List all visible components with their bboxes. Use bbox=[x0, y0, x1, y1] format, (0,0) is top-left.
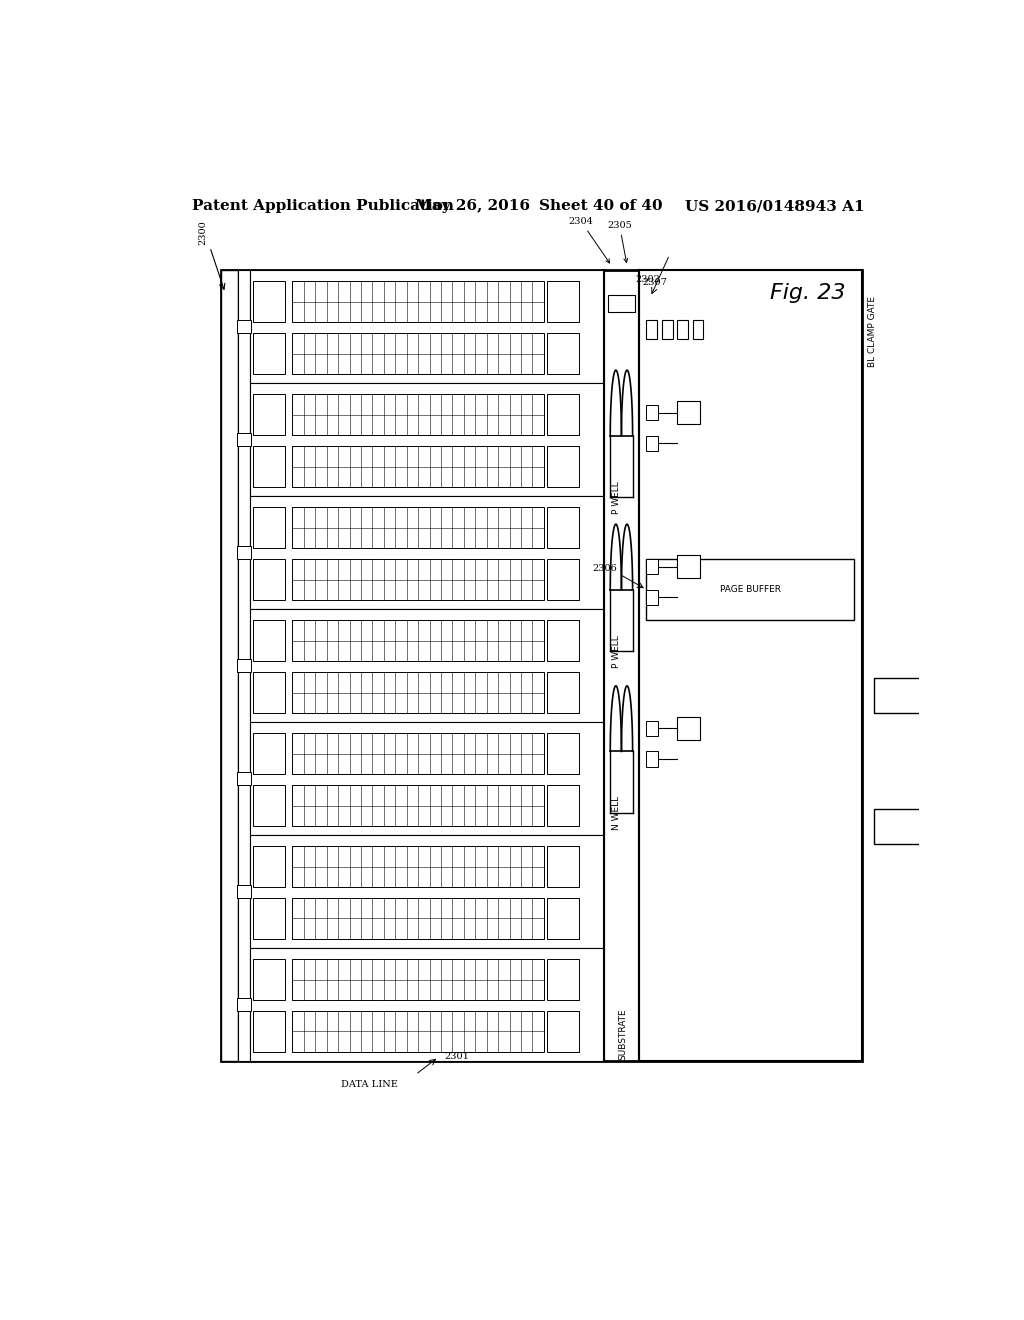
Bar bbox=[548, 672, 580, 713]
Bar bbox=[646, 558, 854, 620]
Bar bbox=[646, 321, 657, 339]
Bar bbox=[237, 884, 251, 898]
Bar bbox=[646, 590, 658, 605]
Bar bbox=[548, 507, 580, 548]
Bar bbox=[646, 436, 658, 451]
Bar bbox=[646, 721, 658, 737]
Text: 2302: 2302 bbox=[635, 275, 659, 284]
Bar bbox=[250, 836, 604, 948]
Text: P WELL: P WELL bbox=[611, 480, 621, 513]
Bar bbox=[548, 395, 580, 436]
Bar bbox=[677, 321, 688, 339]
Bar bbox=[250, 722, 604, 836]
Bar bbox=[254, 898, 286, 939]
Bar bbox=[254, 560, 286, 599]
Text: 2305: 2305 bbox=[607, 220, 632, 263]
Bar bbox=[237, 998, 251, 1011]
Bar bbox=[662, 321, 673, 339]
Bar bbox=[293, 672, 544, 713]
Bar bbox=[293, 395, 544, 436]
Bar bbox=[548, 846, 580, 887]
Bar bbox=[237, 659, 251, 672]
Bar bbox=[608, 296, 635, 313]
Bar bbox=[237, 772, 251, 785]
Text: BL CLAMP GATE: BL CLAMP GATE bbox=[868, 296, 878, 367]
Text: 2307: 2307 bbox=[643, 279, 668, 288]
Bar bbox=[873, 809, 920, 843]
Bar bbox=[221, 271, 239, 1061]
Bar bbox=[692, 321, 703, 339]
Bar bbox=[646, 405, 658, 420]
Bar bbox=[548, 620, 580, 661]
Bar bbox=[221, 271, 862, 1061]
Text: US 2016/0148943 A1: US 2016/0148943 A1 bbox=[685, 199, 864, 213]
Text: Fig. 23: Fig. 23 bbox=[770, 284, 845, 304]
Text: 2304: 2304 bbox=[568, 216, 609, 263]
Bar bbox=[677, 554, 700, 578]
Bar bbox=[254, 1011, 286, 1052]
Bar bbox=[254, 960, 286, 999]
Bar bbox=[293, 785, 544, 826]
Bar bbox=[548, 960, 580, 999]
Bar bbox=[293, 898, 544, 939]
Bar bbox=[293, 446, 544, 487]
Bar bbox=[548, 1011, 580, 1052]
Bar bbox=[677, 401, 700, 424]
Bar bbox=[254, 446, 286, 487]
Bar bbox=[237, 319, 251, 334]
Text: Patent Application Publication: Patent Application Publication bbox=[193, 199, 455, 213]
Bar bbox=[239, 271, 250, 1061]
Text: N WELL: N WELL bbox=[611, 796, 621, 830]
Bar bbox=[254, 281, 286, 322]
Bar bbox=[254, 334, 286, 374]
Bar bbox=[548, 785, 580, 826]
Bar bbox=[254, 395, 286, 436]
Bar bbox=[254, 785, 286, 826]
Bar bbox=[548, 898, 580, 939]
Bar bbox=[293, 960, 544, 999]
Bar bbox=[548, 446, 580, 487]
Text: SUBSTRATE: SUBSTRATE bbox=[618, 1008, 628, 1060]
Bar bbox=[548, 733, 580, 774]
Bar bbox=[237, 433, 251, 446]
Bar bbox=[293, 733, 544, 774]
Bar bbox=[250, 271, 604, 383]
Bar bbox=[548, 560, 580, 599]
Bar bbox=[250, 609, 604, 722]
Bar bbox=[293, 1011, 544, 1052]
Bar bbox=[254, 672, 286, 713]
Bar bbox=[254, 846, 286, 887]
Bar bbox=[250, 496, 604, 609]
Bar bbox=[254, 507, 286, 548]
Bar bbox=[254, 733, 286, 774]
Bar bbox=[677, 717, 700, 739]
Bar bbox=[873, 678, 920, 713]
Bar bbox=[293, 620, 544, 661]
Text: 2306: 2306 bbox=[593, 564, 617, 573]
Bar bbox=[639, 271, 862, 1061]
Text: May 26, 2016: May 26, 2016 bbox=[416, 199, 530, 213]
Bar bbox=[237, 545, 251, 560]
Text: 2300: 2300 bbox=[199, 220, 208, 244]
Bar bbox=[646, 558, 658, 574]
Bar bbox=[293, 560, 544, 599]
Bar bbox=[548, 334, 580, 374]
Text: DATA LINE: DATA LINE bbox=[341, 1080, 397, 1089]
Bar bbox=[646, 751, 658, 767]
Bar bbox=[293, 334, 544, 374]
Bar bbox=[293, 846, 544, 887]
Bar bbox=[250, 383, 604, 496]
Text: 2301: 2301 bbox=[444, 1052, 470, 1061]
Text: PAGE BUFFER: PAGE BUFFER bbox=[720, 585, 781, 594]
Bar bbox=[250, 948, 604, 1061]
Bar bbox=[293, 507, 544, 548]
Text: Sheet 40 of 40: Sheet 40 of 40 bbox=[539, 199, 663, 213]
Bar bbox=[548, 281, 580, 322]
Bar bbox=[293, 281, 544, 322]
Text: P WELL: P WELL bbox=[611, 635, 621, 668]
Bar bbox=[254, 620, 286, 661]
